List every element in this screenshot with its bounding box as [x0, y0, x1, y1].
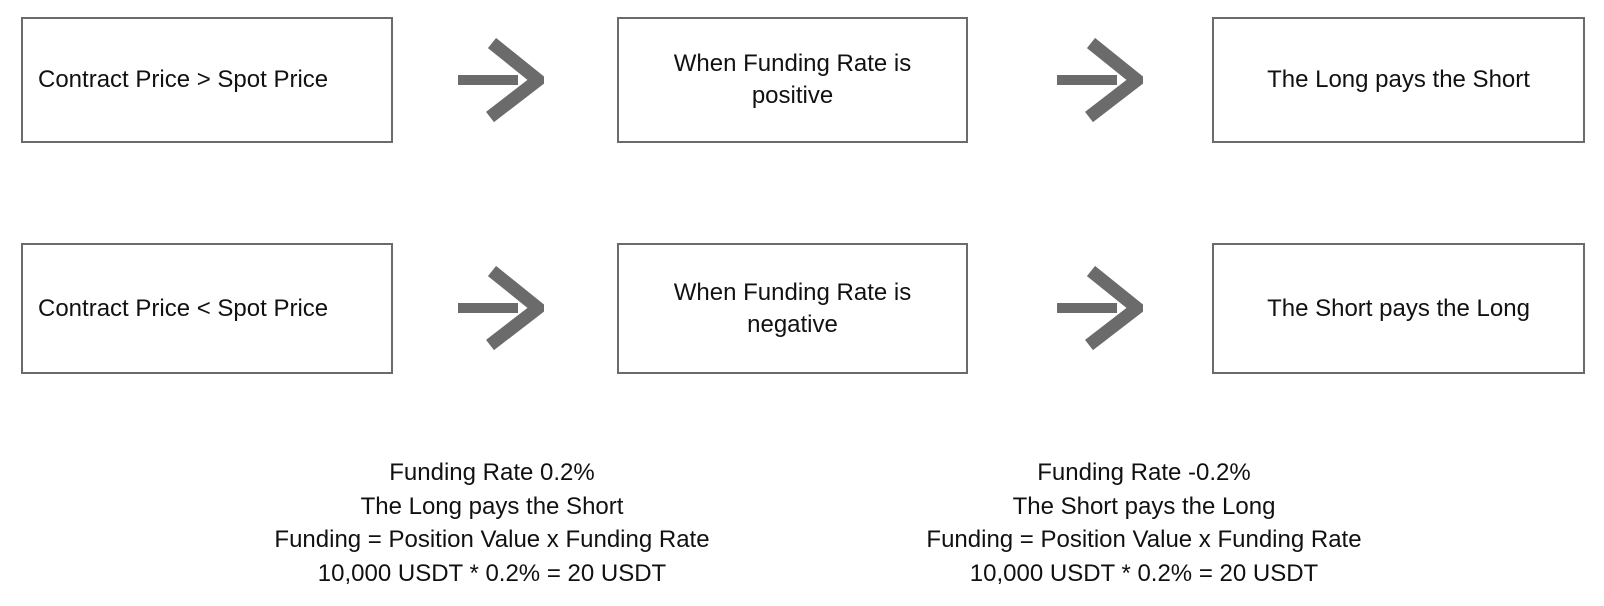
example-line: 10,000 USDT * 0.2% = 20 USDT [317, 559, 667, 587]
box-label-line1: When Funding Rate is [673, 50, 912, 77]
box-label: The Short pays the Long [1267, 294, 1530, 322]
example-line: Funding Rate 0.2% [389, 459, 595, 486]
example-line: 10,000 USDT * 0.2% = 20 USDT [969, 559, 1319, 587]
example-negative-funding: Funding Rate -0.2% The Short pays the Lo… [844, 456, 1444, 590]
arrow-right-icon [1057, 266, 1143, 350]
box-label-line2: positive [751, 82, 834, 109]
box-contract-price-less: Contract Price < Spot Price [21, 243, 393, 374]
arrow-right-icon [458, 266, 544, 350]
box-label-line1: When Funding Rate is [673, 278, 912, 306]
example-line: Funding = Position Value x Funding Rate [926, 526, 1362, 553]
box-label-line2: negative [747, 310, 838, 338]
box-funding-rate-positive: When Funding Rate is positive [617, 17, 968, 143]
box-long-pays-short: The Long pays the Short [1212, 17, 1585, 143]
example-line: Funding = Position Value x Funding Rate [274, 526, 710, 553]
example-positive-funding: Funding Rate 0.2% The Long pays the Shor… [192, 456, 792, 590]
box-contract-price-greater: Contract Price > Spot Price [21, 17, 393, 143]
arrow-right-icon [458, 38, 544, 122]
example-line: The Short pays the Long [1012, 492, 1276, 520]
box-label: Contract Price < Spot Price [38, 294, 329, 322]
box-funding-rate-negative: When Funding Rate is negative [617, 243, 968, 374]
box-label: Contract Price > Spot Price [38, 66, 329, 93]
example-line: The Long pays the Short [360, 492, 624, 520]
arrow-right-icon [1057, 38, 1143, 122]
example-line: Funding Rate -0.2% [1037, 459, 1251, 486]
box-label: The Long pays the Short [1267, 66, 1530, 93]
box-short-pays-long: The Short pays the Long [1212, 243, 1585, 374]
